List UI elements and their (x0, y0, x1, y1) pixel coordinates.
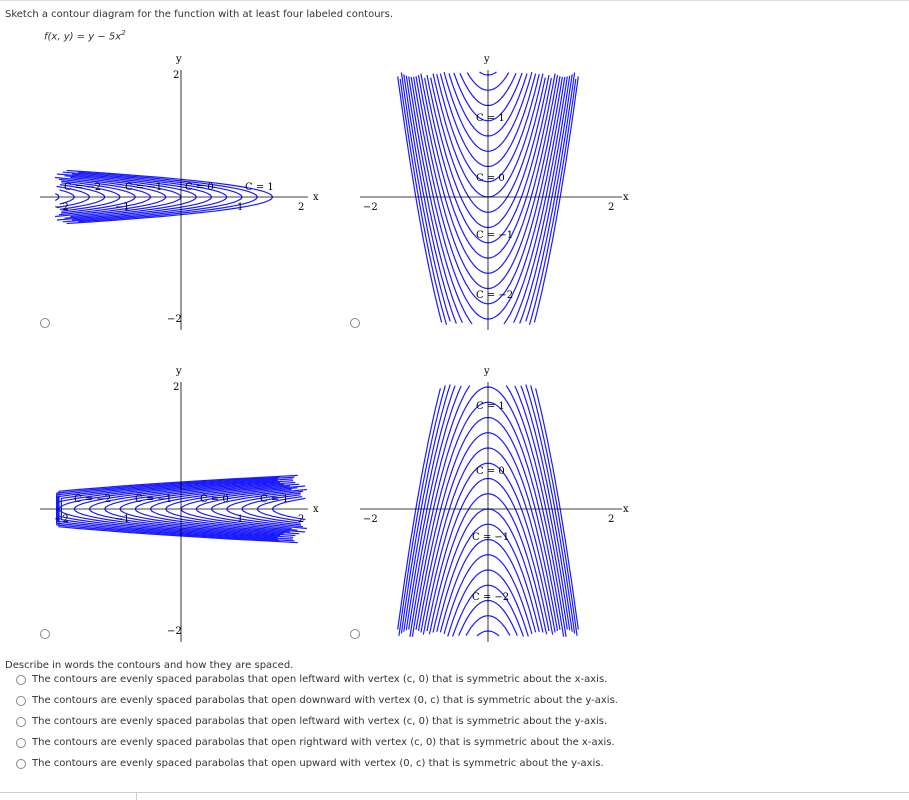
x-axis-label: x (623, 504, 629, 515)
plot-option-c-radio[interactable] (40, 629, 50, 639)
contour-label: C = 1 (476, 113, 505, 124)
description-option-4-radio[interactable] (16, 737, 26, 748)
description-option-3-radio[interactable] (16, 716, 26, 727)
contour-curve (400, 72, 451, 322)
plot-option-b-radio[interactable] (350, 318, 360, 328)
contour-label: C = 0 (185, 182, 214, 193)
contour-label: C = −2 (64, 182, 101, 193)
x-tick-neg2: −2 (54, 514, 69, 525)
contour-curve (397, 388, 441, 630)
contour-label: C = 1 (245, 182, 274, 193)
contour-curve (403, 74, 457, 324)
description-option-3[interactable]: The contours are evenly spaced parabolas… (16, 716, 607, 727)
x-tick-neg1: −1 (115, 202, 130, 213)
contour-curve (528, 78, 577, 325)
contour-curve (525, 72, 576, 322)
contour-label: C = 0 (476, 466, 505, 477)
contour-curve (513, 75, 571, 323)
contour-label: C = −1 (125, 182, 162, 193)
contour-curve (533, 76, 579, 323)
contour-curve (514, 385, 571, 631)
plot-option-d-radio[interactable] (350, 629, 360, 639)
contour-label: C = 0 (200, 494, 229, 505)
contour-plot-b: x y −2 2 C = 1 C = 0 C = −1 C = −2 (360, 54, 629, 330)
bottom-divider-tick (136, 792, 137, 800)
description-option-5[interactable]: The contours are evenly spaced parabolas… (16, 758, 604, 769)
contour-label: C = −2 (476, 290, 513, 301)
contour-label: C = −1 (472, 532, 509, 543)
describe-prompt: Describe in words the contours and how t… (5, 660, 294, 671)
x-tick-2: 2 (298, 514, 304, 525)
description-option-1-radio[interactable] (16, 674, 26, 685)
contour-curve (397, 76, 443, 323)
contour-label: C = −1 (135, 494, 172, 505)
contour-plot-a: x y 2 −2 −2 −1 1 2 C = −2 C = −1 C = 0 C… (40, 54, 319, 330)
y-axis-label: y (175, 366, 182, 377)
description-option-2[interactable]: The contours are evenly spaced parabolas… (16, 695, 618, 706)
contour-curve (398, 385, 446, 636)
top-divider (0, 0, 909, 1)
contour-curve (530, 385, 578, 636)
x-tick-neg2: −2 (54, 202, 69, 213)
y-tick-2: 2 (173, 70, 179, 81)
contour-plot-c: x y 2 −2 −2 −1 1 2 C = −2 C = −1 C = 0 C… (40, 366, 319, 642)
contour-curve (405, 385, 462, 631)
description-option-4[interactable]: The contours are evenly spaced parabolas… (16, 737, 615, 748)
description-option-1[interactable]: The contours are evenly spaced parabolas… (16, 674, 607, 685)
contour-label: C = −2 (74, 494, 111, 505)
bottom-divider (0, 792, 909, 793)
y-tick-2: 2 (173, 382, 179, 393)
plot-option-a-radio[interactable] (40, 318, 50, 328)
y-axis-label: y (483, 54, 490, 65)
x-tick-2: 2 (608, 202, 614, 213)
contour-curve (408, 385, 471, 630)
contour-curve (399, 78, 448, 325)
contour-curve (400, 384, 451, 634)
contour-curve (405, 75, 463, 323)
x-axis-label: x (313, 504, 319, 515)
contour-curve (525, 384, 576, 634)
x-axis-label: x (623, 192, 629, 203)
x-tick-neg1: −1 (115, 514, 130, 525)
contour-label: C = −2 (472, 592, 509, 603)
contour-label: C = 1 (476, 401, 505, 412)
contour-curve (520, 385, 573, 632)
x-axis-label: x (313, 192, 319, 203)
x-tick-neg2: −2 (363, 514, 378, 525)
description-option-5-radio[interactable] (16, 758, 26, 769)
x-tick-1: 1 (237, 202, 243, 213)
contour-curve (403, 385, 456, 632)
y-axis-label: y (175, 54, 182, 65)
x-tick-2: 2 (298, 202, 304, 213)
contour-curve (503, 76, 568, 325)
contour-label: C = −1 (476, 230, 513, 241)
contour-curve (408, 76, 473, 325)
contour-curve (519, 74, 573, 324)
y-tick-neg2: −2 (167, 314, 182, 325)
x-tick-1: 1 (237, 514, 243, 525)
y-axis-label: y (483, 366, 490, 377)
function-expression: f(x, y) = y − 5x2 (44, 29, 126, 43)
contour-label: C = 0 (476, 173, 505, 184)
contour-plot-d: x y −2 2 C = 1 C = 0 C = −1 C = −2 (360, 366, 629, 642)
contour-curve (535, 388, 579, 630)
x-tick-2: 2 (608, 514, 614, 525)
contour-curve (505, 385, 568, 630)
contour-label: C = 1 (260, 494, 289, 505)
y-tick-neg2: −2 (167, 626, 182, 637)
question-prompt: Sketch a contour diagram for the functio… (5, 9, 394, 20)
x-tick-neg2: −2 (363, 202, 378, 213)
description-option-2-radio[interactable] (16, 695, 26, 706)
